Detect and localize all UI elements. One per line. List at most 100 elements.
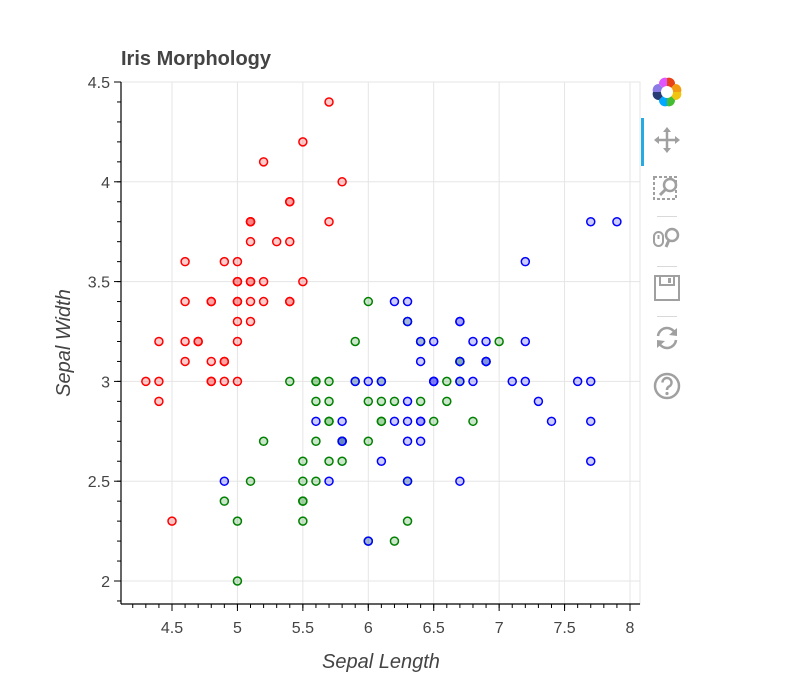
reset-tool[interactable]	[649, 322, 685, 358]
pan-tool[interactable]	[649, 124, 685, 160]
toolbar-separator	[657, 216, 677, 217]
data-point	[481, 336, 491, 347]
y-tick-label: 3.5	[88, 275, 110, 292]
data-point	[324, 476, 334, 486]
data-point	[415, 436, 426, 447]
data-point	[402, 476, 413, 486]
data-point	[206, 356, 217, 367]
y-axis-label: Sepal Width	[53, 289, 75, 397]
data-point	[232, 296, 243, 307]
data-point	[245, 236, 256, 247]
data-point	[389, 536, 400, 546]
data-point	[154, 336, 164, 347]
data-point	[428, 416, 439, 427]
help-icon	[652, 371, 682, 406]
y-tick-label: 2	[101, 574, 110, 591]
data-point	[376, 376, 387, 387]
data-point	[350, 336, 360, 347]
data-point	[572, 376, 583, 387]
data-point	[180, 336, 190, 347]
data-point	[298, 456, 308, 466]
data-point	[298, 476, 308, 486]
data-point	[455, 476, 465, 486]
data-point	[311, 436, 321, 447]
data-point	[232, 576, 243, 586]
y-tick-label: 4.5	[88, 75, 110, 92]
data-point	[402, 296, 413, 307]
reset-icon	[652, 323, 682, 358]
data-point	[141, 376, 151, 387]
data-point	[468, 376, 478, 387]
data-point	[219, 476, 230, 486]
save-icon	[652, 273, 682, 308]
data-point	[402, 516, 413, 526]
wheel-zoom-tool[interactable]	[649, 222, 685, 258]
data-point	[324, 97, 334, 107]
data-point	[180, 356, 190, 367]
data-point	[285, 236, 295, 247]
box-zoom-tool[interactable]	[649, 172, 685, 208]
data-point	[298, 276, 308, 287]
data-point	[232, 336, 243, 347]
data-point	[455, 316, 465, 327]
x-tick-label: 4.5	[161, 620, 183, 637]
data-point	[154, 376, 164, 387]
data-point	[415, 336, 426, 347]
data-point	[232, 256, 243, 267]
bokeh-logo-icon	[650, 75, 684, 114]
save-tool[interactable]	[649, 272, 685, 308]
data-point	[520, 376, 531, 387]
data-point	[363, 296, 374, 307]
data-point	[193, 336, 203, 347]
data-point	[285, 376, 295, 387]
data-point	[219, 356, 230, 367]
data-point	[219, 376, 230, 387]
data-point	[363, 436, 374, 447]
data-point	[245, 316, 256, 327]
pan-icon	[652, 125, 682, 160]
data-point	[389, 296, 400, 307]
data-point	[271, 236, 282, 247]
data-point	[311, 416, 321, 427]
data-point	[402, 316, 413, 327]
chart-toolbar	[641, 70, 697, 420]
data-point	[428, 376, 439, 387]
data-point	[363, 376, 374, 387]
x-tick-label: 6.5	[423, 620, 445, 637]
data-point	[585, 456, 596, 466]
data-point	[481, 356, 491, 367]
data-point	[298, 496, 308, 506]
x-tick-label: 7.5	[553, 620, 575, 637]
data-point	[363, 396, 374, 407]
data-point	[258, 276, 269, 287]
data-point	[402, 436, 413, 447]
toolbar-separator	[657, 316, 677, 317]
toolbar-separator	[657, 266, 677, 267]
data-point	[311, 396, 321, 407]
data-point	[258, 436, 269, 447]
data-point	[219, 256, 230, 267]
data-point	[585, 216, 596, 227]
data-point	[232, 376, 243, 387]
data-point	[376, 456, 387, 466]
data-point	[337, 456, 347, 466]
bokeh-logo[interactable]	[649, 76, 685, 112]
data-point	[402, 416, 413, 427]
data-point	[337, 416, 347, 427]
data-point	[232, 276, 243, 287]
y-tick-label: 4	[101, 175, 110, 192]
data-point	[232, 316, 243, 327]
x-axis-label: Sepal Length	[322, 651, 440, 673]
data-point	[324, 456, 334, 466]
active-tool-indicator	[641, 118, 644, 166]
data-point	[298, 516, 308, 526]
data-point	[245, 476, 256, 486]
data-point	[585, 376, 596, 387]
data-point	[258, 157, 269, 167]
data-point	[442, 376, 452, 387]
data-point	[468, 336, 478, 347]
data-point	[402, 396, 413, 407]
x-tick-label: 8	[626, 620, 635, 637]
help-tool[interactable]	[649, 370, 685, 406]
